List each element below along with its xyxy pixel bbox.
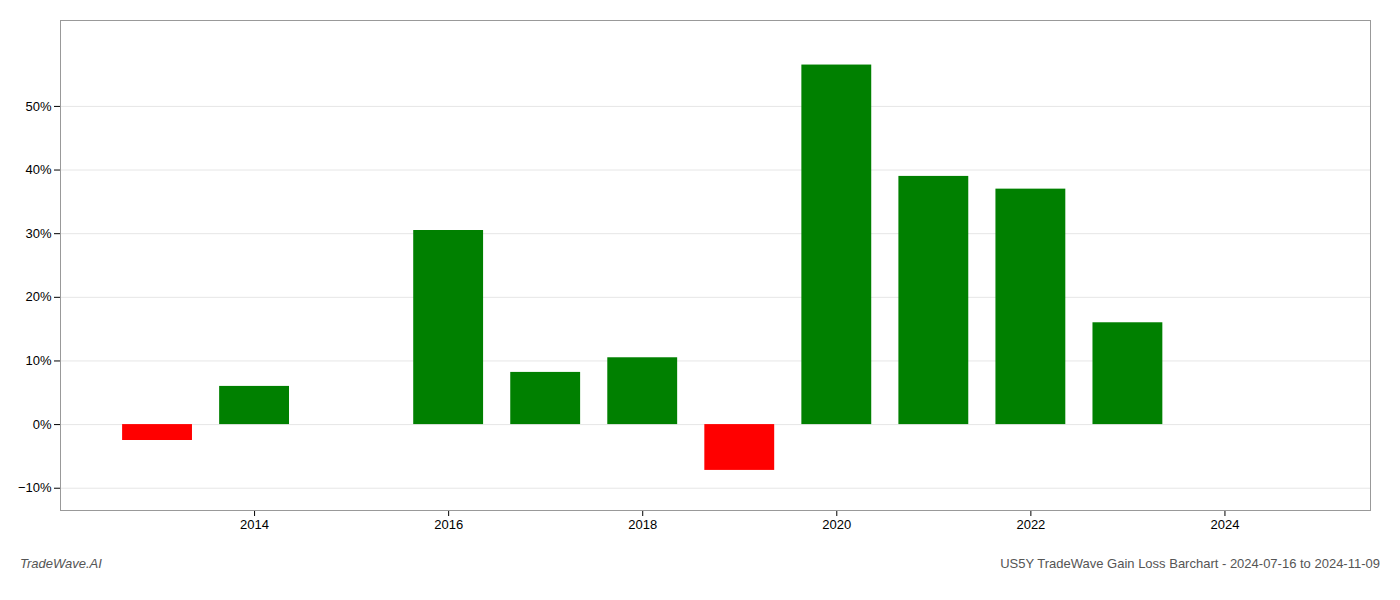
html-text:US5Y TradeWave Gain Loss Barch: US5Y TradeWave Gain Loss Barchart - 2024… — [1000, 556, 1380, 571]
svg-text:2020: 2020 — [822, 517, 851, 532]
svg-text:20%: 20% — [25, 289, 51, 304]
svg-text:10%: 10% — [25, 353, 51, 368]
svg-text:0%: 0% — [33, 417, 52, 432]
svg-text:30%: 30% — [25, 226, 51, 241]
svg-text:2024: 2024 — [1210, 517, 1239, 532]
svg-text:2022: 2022 — [1016, 517, 1045, 532]
svg-text:2014: 2014 — [240, 517, 269, 532]
svg-text:50%: 50% — [25, 99, 51, 114]
svg-text:2016: 2016 — [434, 517, 463, 532]
html-text:TradeWave.AI: TradeWave.AI — [20, 556, 102, 571]
svg-text:−10%: −10% — [18, 480, 52, 495]
svg-text:2018: 2018 — [628, 517, 657, 532]
svg-text:40%: 40% — [25, 162, 51, 177]
